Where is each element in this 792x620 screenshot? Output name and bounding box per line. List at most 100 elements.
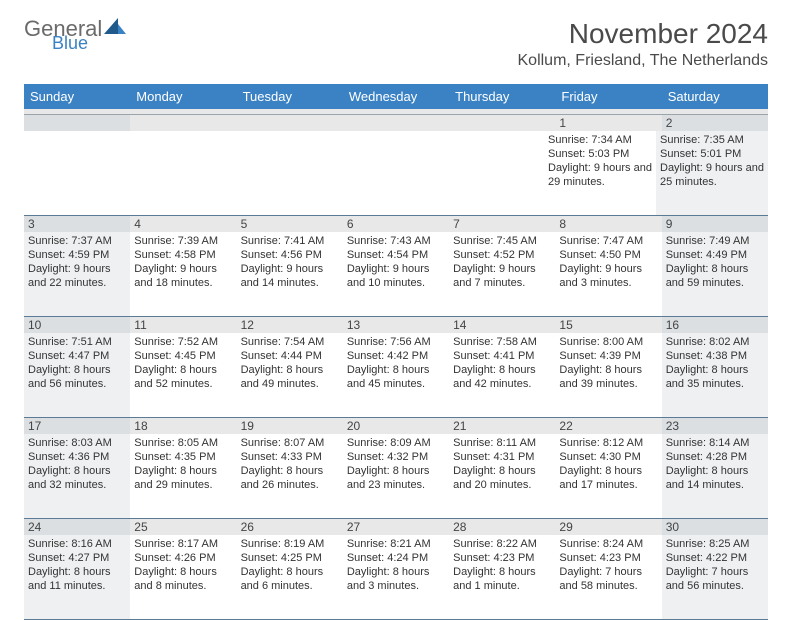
sunrise-text: Sunrise: 7:58 AM	[453, 335, 551, 349]
day-info: Sunrise: 7:34 AMSunset: 5:03 PMDaylight:…	[548, 133, 652, 189]
day-cell: Sunrise: 7:37 AMSunset: 4:59 PMDaylight:…	[24, 232, 130, 316]
day-number-row: 3456789	[24, 216, 768, 232]
sunset-text: Sunset: 4:47 PM	[28, 349, 126, 363]
sunrise-text: Sunrise: 8:25 AM	[666, 537, 764, 551]
daylight-text: Daylight: 9 hours and 29 minutes.	[548, 161, 652, 189]
sunrise-text: Sunrise: 7:45 AM	[453, 234, 551, 248]
sunrise-text: Sunrise: 8:11 AM	[453, 436, 551, 450]
sunset-text: Sunset: 4:58 PM	[134, 248, 232, 262]
day-info: Sunrise: 7:56 AMSunset: 4:42 PMDaylight:…	[347, 335, 445, 391]
sunrise-text: Sunrise: 7:49 AM	[666, 234, 764, 248]
day-number: 30	[662, 519, 768, 535]
daylight-text: Daylight: 9 hours and 14 minutes.	[241, 262, 339, 290]
month-title: November 2024	[518, 18, 769, 50]
day-number: 24	[24, 519, 130, 535]
title-block: November 2024 Kollum, Friesland, The Net…	[518, 18, 769, 70]
sunset-text: Sunset: 4:39 PM	[559, 349, 657, 363]
day-header: Friday	[555, 84, 661, 109]
day-number	[343, 115, 449, 131]
sunset-text: Sunset: 4:59 PM	[28, 248, 126, 262]
day-number: 9	[662, 216, 768, 232]
sunrise-text: Sunrise: 8:14 AM	[666, 436, 764, 450]
daylight-text: Daylight: 8 hours and 17 minutes.	[559, 464, 657, 492]
empty-day	[24, 131, 128, 215]
week-row: Sunrise: 7:37 AMSunset: 4:59 PMDaylight:…	[24, 232, 768, 317]
sunset-text: Sunset: 4:25 PM	[241, 551, 339, 565]
sunset-text: Sunset: 4:27 PM	[28, 551, 126, 565]
daylight-text: Daylight: 8 hours and 49 minutes.	[241, 363, 339, 391]
day-info: Sunrise: 8:22 AMSunset: 4:23 PMDaylight:…	[453, 537, 551, 593]
week-row: Sunrise: 7:51 AMSunset: 4:47 PMDaylight:…	[24, 333, 768, 418]
daylight-text: Daylight: 8 hours and 8 minutes.	[134, 565, 232, 593]
day-number: 18	[130, 418, 236, 434]
day-info: Sunrise: 8:24 AMSunset: 4:23 PMDaylight:…	[559, 537, 657, 593]
sunrise-text: Sunrise: 8:22 AM	[453, 537, 551, 551]
day-number: 7	[449, 216, 555, 232]
day-info: Sunrise: 8:02 AMSunset: 4:38 PMDaylight:…	[666, 335, 764, 391]
sunset-text: Sunset: 4:50 PM	[559, 248, 657, 262]
day-number	[130, 115, 236, 131]
day-number: 1	[555, 115, 661, 131]
day-cell: Sunrise: 7:51 AMSunset: 4:47 PMDaylight:…	[24, 333, 130, 417]
empty-day	[440, 131, 544, 215]
day-info: Sunrise: 8:07 AMSunset: 4:33 PMDaylight:…	[241, 436, 339, 492]
day-info: Sunrise: 7:52 AMSunset: 4:45 PMDaylight:…	[134, 335, 232, 391]
day-header: Monday	[130, 84, 236, 109]
sunrise-text: Sunrise: 7:47 AM	[559, 234, 657, 248]
daylight-text: Daylight: 8 hours and 52 minutes.	[134, 363, 232, 391]
day-header: Wednesday	[343, 84, 449, 109]
sunset-text: Sunset: 4:33 PM	[241, 450, 339, 464]
sunrise-text: Sunrise: 8:03 AM	[28, 436, 126, 450]
day-number	[237, 115, 343, 131]
sunrise-text: Sunrise: 8:12 AM	[559, 436, 657, 450]
sunset-text: Sunset: 4:49 PM	[666, 248, 764, 262]
sunset-text: Sunset: 4:35 PM	[134, 450, 232, 464]
day-cell: Sunrise: 8:19 AMSunset: 4:25 PMDaylight:…	[237, 535, 343, 619]
sunset-text: Sunset: 4:42 PM	[347, 349, 445, 363]
week-row: Sunrise: 8:16 AMSunset: 4:27 PM Daylight:…	[24, 535, 768, 620]
day-cell: Sunrise: 8:24 AMSunset: 4:23 PMDaylight:…	[555, 535, 661, 619]
day-cell: Sunrise: 7:56 AMSunset: 4:42 PMDaylight:…	[343, 333, 449, 417]
sunrise-text: Sunrise: 8:02 AM	[666, 335, 764, 349]
sunrise-text: Sunrise: 7:54 AM	[241, 335, 339, 349]
day-number: 16	[662, 317, 768, 333]
day-cell: Sunrise: 8:03 AMSunset: 4:36 PMDaylight:…	[24, 434, 130, 518]
sunrise-text: Sunrise: 8:16 AM	[28, 537, 126, 551]
sunset-text: Sunset: 4:52 PM	[453, 248, 551, 262]
calendar: SundayMondayTuesdayWednesdayThursdayFrid…	[24, 84, 768, 620]
day-info: Sunrise: 7:54 AMSunset: 4:44 PMDaylight:…	[241, 335, 339, 391]
day-number-row: 10111213141516	[24, 317, 768, 333]
day-number: 29	[555, 519, 661, 535]
daylight-text: Daylight: 8 hours and 23 minutes.	[347, 464, 445, 492]
day-number: 20	[343, 418, 449, 434]
day-info: Sunrise: 8:16 AMSunset: 4:27 PMDaylight:…	[28, 537, 126, 593]
sunrise-text: Sunrise: 8:05 AM	[134, 436, 232, 450]
sunrise-text: Sunrise: 8:19 AM	[241, 537, 339, 551]
day-cell: Sunrise: 7:34 AMSunset: 5:03 PMDaylight:…	[544, 131, 656, 215]
day-number: 19	[237, 418, 343, 434]
daylight-text: Daylight: 9 hours and 7 minutes.	[453, 262, 551, 290]
day-cell: Sunrise: 8:00 AMSunset: 4:39 PMDaylight:…	[555, 333, 661, 417]
logo: General Blue	[24, 18, 126, 58]
day-info: Sunrise: 8:03 AMSunset: 4:36 PMDaylight:…	[28, 436, 126, 492]
sunset-text: Sunset: 4:41 PM	[453, 349, 551, 363]
sunrise-text: Sunrise: 7:43 AM	[347, 234, 445, 248]
day-cell: Sunrise: 8:21 AMSunset: 4:24 PMDaylight:…	[343, 535, 449, 619]
sunset-text: Sunset: 4:28 PM	[666, 450, 764, 464]
day-cell: Sunrise: 7:47 AMSunset: 4:50 PMDaylight:…	[555, 232, 661, 316]
location: Kollum, Friesland, The Netherlands	[518, 52, 769, 70]
day-cell: Sunrise: 7:58 AMSunset: 4:41 PMDaylight:…	[449, 333, 555, 417]
week-row: Sunrise: 7:34 AMSunset: 5:03 PMDaylight:…	[24, 131, 768, 216]
day-info: Sunrise: 7:45 AMSunset: 4:52 PMDaylight:…	[453, 234, 551, 290]
sunrise-text: Sunrise: 8:00 AM	[559, 335, 657, 349]
day-number-row: 24252627282930	[24, 519, 768, 535]
sunset-text: Sunset: 4:56 PM	[241, 248, 339, 262]
sunrise-text: Sunrise: 8:07 AM	[241, 436, 339, 450]
day-cell: Sunrise: 8:25 AMSunset: 4:22 PMDaylight:…	[662, 535, 768, 619]
day-number	[24, 115, 130, 131]
daylight-text: Daylight: 8 hours and 6 minutes.	[241, 565, 339, 593]
sunset-text: Sunset: 4:36 PM	[28, 450, 126, 464]
sunrise-text: Sunrise: 7:41 AM	[241, 234, 339, 248]
day-info: Sunrise: 8:21 AMSunset: 4:24 PMDaylight:…	[347, 537, 445, 593]
day-info: Sunrise: 8:19 AMSunset: 4:25 PMDaylight:…	[241, 537, 339, 593]
